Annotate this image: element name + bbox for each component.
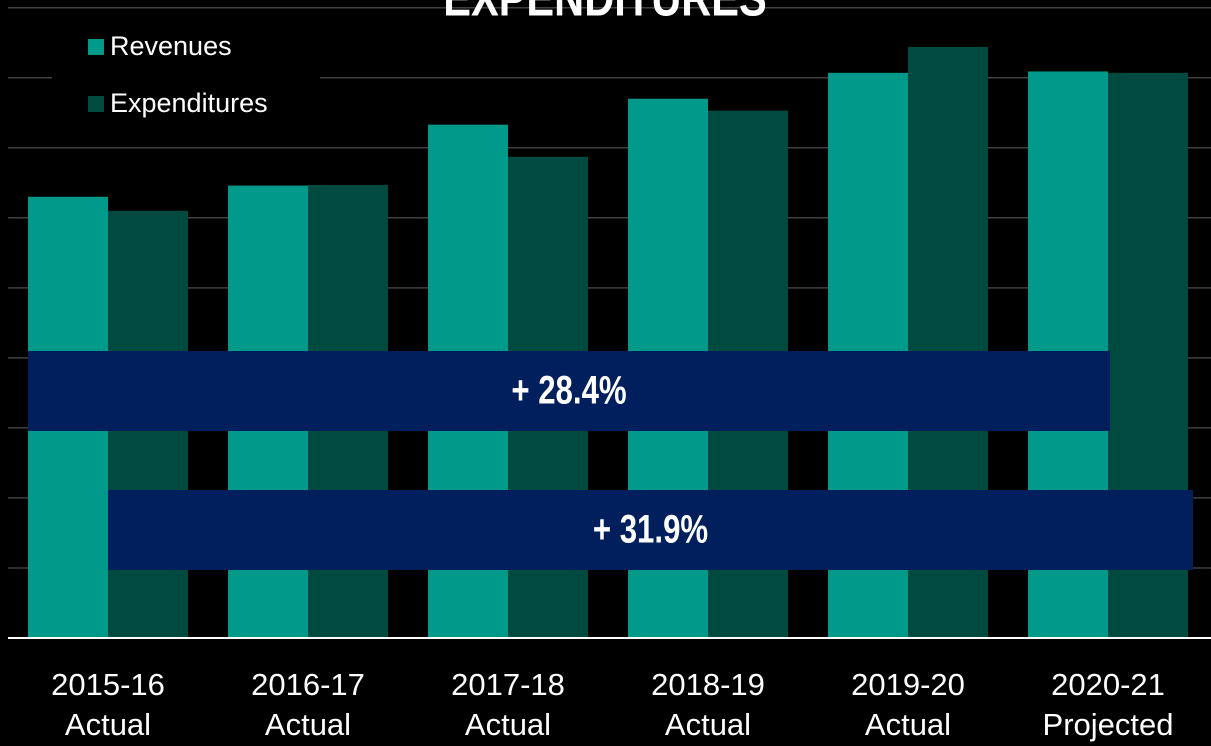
x-tick-label-line: 2017-18 [451, 667, 565, 702]
x-tick-label-line: Actual [465, 707, 551, 742]
annotation: + 31.9% [593, 507, 708, 552]
legend-label: Expenditures [110, 88, 268, 118]
overlay: EXPENDITURES2015-16Actual2016-17Actual20… [8, 0, 1211, 742]
x-tick-label: 2018-19 Actual [651, 667, 765, 742]
x-tick-label: 2016-17 Actual [251, 667, 365, 742]
legend-swatch [88, 39, 104, 55]
x-tick-label: 2020-21 Projected [1043, 667, 1174, 742]
legend-label: Revenues [110, 31, 232, 61]
x-tick-label-line: 2016-17 [251, 667, 365, 702]
x-tick-label: 2015-16 Actual [51, 667, 165, 742]
x-tick-label-line: Actual [665, 707, 751, 742]
x-tick-label-line: 2015-16 [51, 667, 165, 702]
x-tick-label-line: 2019-20 [851, 667, 965, 702]
x-tick-label-line: 2020-21 [1051, 667, 1165, 702]
x-tick-label-line: Projected [1043, 707, 1174, 742]
chart-title: EXPENDITURES [443, 0, 767, 27]
x-tick-label: 2017-18 Actual [451, 667, 565, 742]
x-tick-label-line: Actual [65, 707, 151, 742]
x-tick-label: 2019-20 Actual [851, 667, 965, 742]
x-tick-label-line: 2018-19 [651, 667, 765, 702]
annotation: + 28.4% [511, 368, 626, 413]
legend-swatch [88, 96, 104, 112]
annotation-band [28, 351, 1110, 431]
x-tick-label-line: Actual [865, 707, 951, 742]
x-tick-label-line: Actual [265, 707, 351, 742]
annotation-band [108, 490, 1193, 570]
